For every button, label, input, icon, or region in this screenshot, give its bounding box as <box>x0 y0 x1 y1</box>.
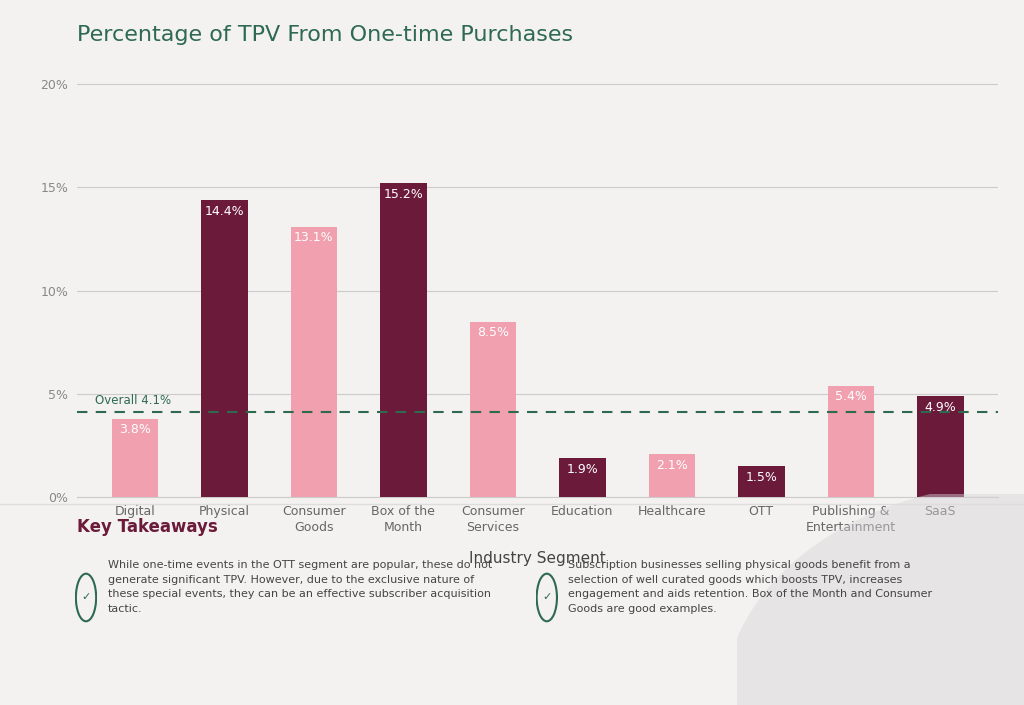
Text: 1.9%: 1.9% <box>566 462 598 476</box>
Text: 3.8%: 3.8% <box>119 424 151 436</box>
Bar <box>738 466 784 497</box>
Text: 5.4%: 5.4% <box>835 391 866 403</box>
Text: While one-time events in the OTT segment are popular, these do not
generate sign: While one-time events in the OTT segment… <box>108 560 492 613</box>
Text: Percentage of TPV From One-time Purchases: Percentage of TPV From One-time Purchase… <box>77 25 572 44</box>
Text: 8.5%: 8.5% <box>477 326 509 339</box>
Text: 15.2%: 15.2% <box>384 188 423 201</box>
Text: 4.9%: 4.9% <box>925 400 956 414</box>
Text: 13.1%: 13.1% <box>294 231 334 245</box>
Bar <box>559 458 605 497</box>
Bar <box>291 226 337 497</box>
Bar <box>380 183 427 497</box>
Text: 2.1%: 2.1% <box>656 458 688 472</box>
Bar <box>827 386 874 497</box>
Text: 14.4%: 14.4% <box>205 204 245 218</box>
Bar <box>112 419 159 497</box>
Text: ✓: ✓ <box>81 592 91 603</box>
Wedge shape <box>723 483 1024 705</box>
Bar <box>648 454 695 497</box>
Text: ✓: ✓ <box>542 592 552 603</box>
Text: Subscription businesses selling physical goods benefit from a
selection of well : Subscription businesses selling physical… <box>568 560 933 613</box>
Bar <box>470 321 516 497</box>
Text: Overall 4.1%: Overall 4.1% <box>94 394 171 407</box>
Text: Key Takeaways: Key Takeaways <box>77 518 217 537</box>
X-axis label: Industry Segment: Industry Segment <box>469 551 606 566</box>
Text: 1.5%: 1.5% <box>745 471 777 484</box>
Bar <box>201 200 248 497</box>
Bar <box>916 396 964 497</box>
